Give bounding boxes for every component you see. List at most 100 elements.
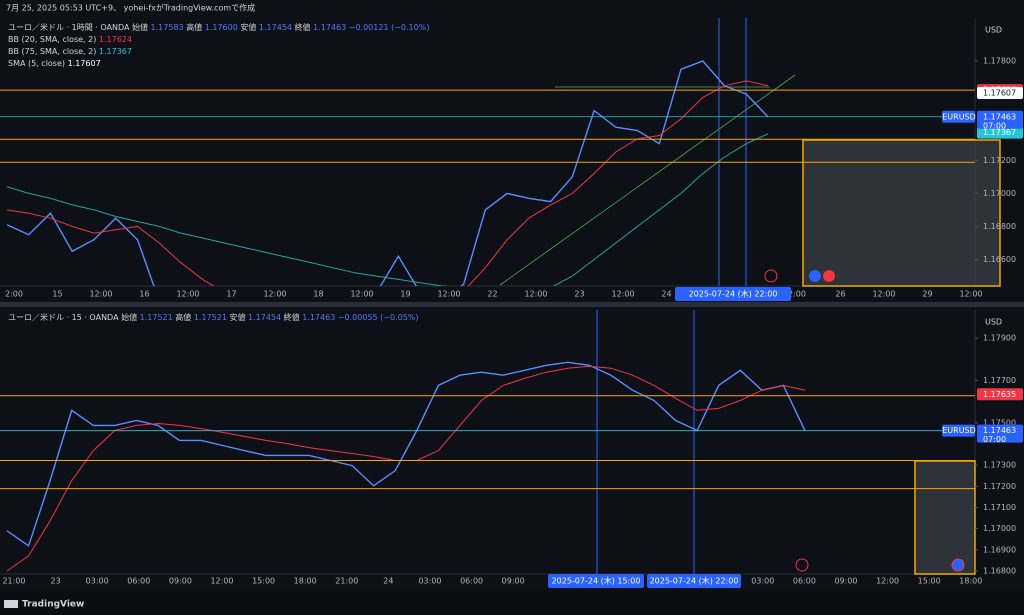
plot (6, 60, 769, 286)
ohlc-label: 高値 (175, 312, 191, 322)
event-icon[interactable] (823, 270, 835, 282)
x-tick-label: 23 (574, 290, 584, 299)
indicator-name: BB (20, SMA, close, 2) (8, 35, 96, 44)
ohlc-label: 始値 (132, 22, 148, 32)
x-tick-label: 12:00 (263, 290, 286, 299)
x-tick-label: 21:00 (335, 577, 358, 586)
x-tick-label: 12:00 (437, 290, 460, 299)
crosshair-label: 2025-07-24 (木) 15:00 (552, 576, 641, 586)
x-tick-label: 22 (487, 290, 497, 299)
x-tick-label: 03:00 (86, 577, 109, 586)
y-tick-label: 1.17300 (983, 461, 1016, 470)
price-tag (977, 388, 1023, 401)
x-tick-label: 03:00 (418, 577, 441, 586)
event-icon[interactable] (809, 270, 821, 282)
x-tick-label: 24 (661, 290, 671, 299)
x-tick-label: 06:00 (460, 577, 483, 586)
x-tick-label: 18 (313, 290, 323, 299)
crosshair-label-bg (647, 574, 741, 588)
legend: ユーロ／米ドル · 1時間 · OANDA 始値 1.17583 高値 1.17… (8, 22, 429, 32)
price-tag (977, 424, 1023, 443)
currency: USD (985, 26, 1002, 35)
symbol-tag-label: EURUSD (942, 426, 976, 435)
rectangle-drawing[interactable] (914, 460, 976, 575)
indicator-legend: SMA (5, close) 1.17607 (8, 59, 101, 68)
header: 7月 25, 2025 05:53 UTC+9、 yohei-fxがTradin… (6, 3, 255, 13)
x-tick-label: 09:00 (169, 577, 192, 586)
ohlc-label: 終値 (295, 22, 311, 32)
rectangle-drawing[interactable] (802, 139, 1001, 287)
ohlc-value: 1.17454 (259, 23, 292, 32)
x-tick-label: 12:00 (176, 290, 199, 299)
x-tick-label: 15:00 (918, 577, 941, 586)
y-tick-label: 1.16600 (983, 255, 1016, 264)
x-tick-label: 17 (226, 290, 236, 299)
x-tick-label: 15:00 (252, 577, 275, 586)
price-tag (977, 86, 1023, 99)
symbol-tag (942, 424, 975, 437)
event-icon[interactable] (764, 269, 778, 283)
crosshair-label: 2025-07-24 (木) 22:00 (650, 576, 739, 586)
ohlc-value: 1.17454 (248, 313, 281, 322)
event-icon[interactable] (951, 558, 965, 572)
x-tick-label: 12:00 (611, 290, 634, 299)
ohlc-label: 始値 (121, 312, 137, 322)
divider[interactable] (0, 302, 1024, 307)
ohlc-value: 1.17583 (151, 23, 184, 32)
x-tick-label: 21:00 (2, 577, 25, 586)
indicator-name: BB (75, SMA, close, 2) (8, 47, 96, 56)
bottom-panel (0, 307, 1024, 590)
x-tick-label: 26 (835, 290, 845, 299)
series-line (6, 133, 769, 286)
indicator-legend: BB (75, SMA, close, 2) 1.17367 (8, 47, 132, 56)
price-tag-label: 1.17607 (983, 88, 1016, 97)
series-line (6, 80, 769, 286)
price-tag-time: 07:00 (983, 435, 1006, 444)
price-tag (977, 110, 1023, 129)
x-tick-label: 2:00 (788, 290, 806, 299)
x-tick-label: 19 (400, 290, 410, 299)
x-tick-label: 12:00 (524, 290, 547, 299)
x-tick-label: 12:00 (959, 290, 982, 299)
x-tick-label: 09:00 (502, 577, 525, 586)
price-tag-time: 07:00 (983, 121, 1006, 130)
legend-title: ユーロ／米ドル · 15 · OANDA (8, 312, 119, 322)
price-tag-label: 1.17635 (983, 390, 1016, 399)
crosshair-label-bg (548, 574, 644, 588)
ohlc-label: 安値 (229, 312, 245, 322)
ohlc-value: 1.17600 (205, 23, 238, 32)
ohlc-label: 高値 (186, 22, 202, 32)
event-icon[interactable] (795, 558, 809, 572)
x-tick-label: 03:00 (751, 577, 774, 586)
y-tick-label: 1.16800 (983, 567, 1016, 576)
crosshair-label: 2025-07-24 (木) 22:00 (689, 289, 778, 299)
x-tick-label: 15 (52, 290, 62, 299)
x-tick-label: 12:00 (89, 290, 112, 299)
y-tick-label: 1.17100 (983, 503, 1016, 512)
change: −0.00121 (−0.10%) (349, 23, 430, 32)
x-tick-label: 29 (922, 290, 932, 299)
series-line (6, 60, 769, 286)
change: −0.00055 (−0.05%) (338, 313, 419, 322)
x-tick-label: 2:00 (5, 290, 23, 299)
indicator-value: 1.17607 (68, 59, 101, 68)
x-tick-label: 24 (383, 577, 393, 586)
indicator-legend: BB (20, SMA, close, 2) 1.17624 (8, 35, 132, 44)
x-tick-label: 12:00 (350, 290, 373, 299)
indicator-value: 1.17624 (99, 35, 132, 44)
crosshair-label-bg (675, 287, 791, 301)
ohlc-label: 安値 (240, 22, 256, 32)
x-tick-label: 12:00 (210, 577, 233, 586)
price-tag-label: 1.17463 (983, 426, 1016, 435)
symbol-tag-label: EURUSD (942, 112, 976, 121)
logo[interactable] (4, 600, 18, 608)
indicator-value: 1.17367 (99, 47, 132, 56)
x-tick-label: 06:00 (127, 577, 150, 586)
ohlc-label: 終値 (284, 312, 300, 322)
x-tick-label: 09:00 (834, 577, 857, 586)
ohlc-value: 1.17521 (140, 313, 173, 322)
x-tick-label: 06:00 (793, 577, 816, 586)
ohlc-value: 1.17463 (313, 23, 346, 32)
y-tick-label: 1.16800 (983, 222, 1016, 231)
